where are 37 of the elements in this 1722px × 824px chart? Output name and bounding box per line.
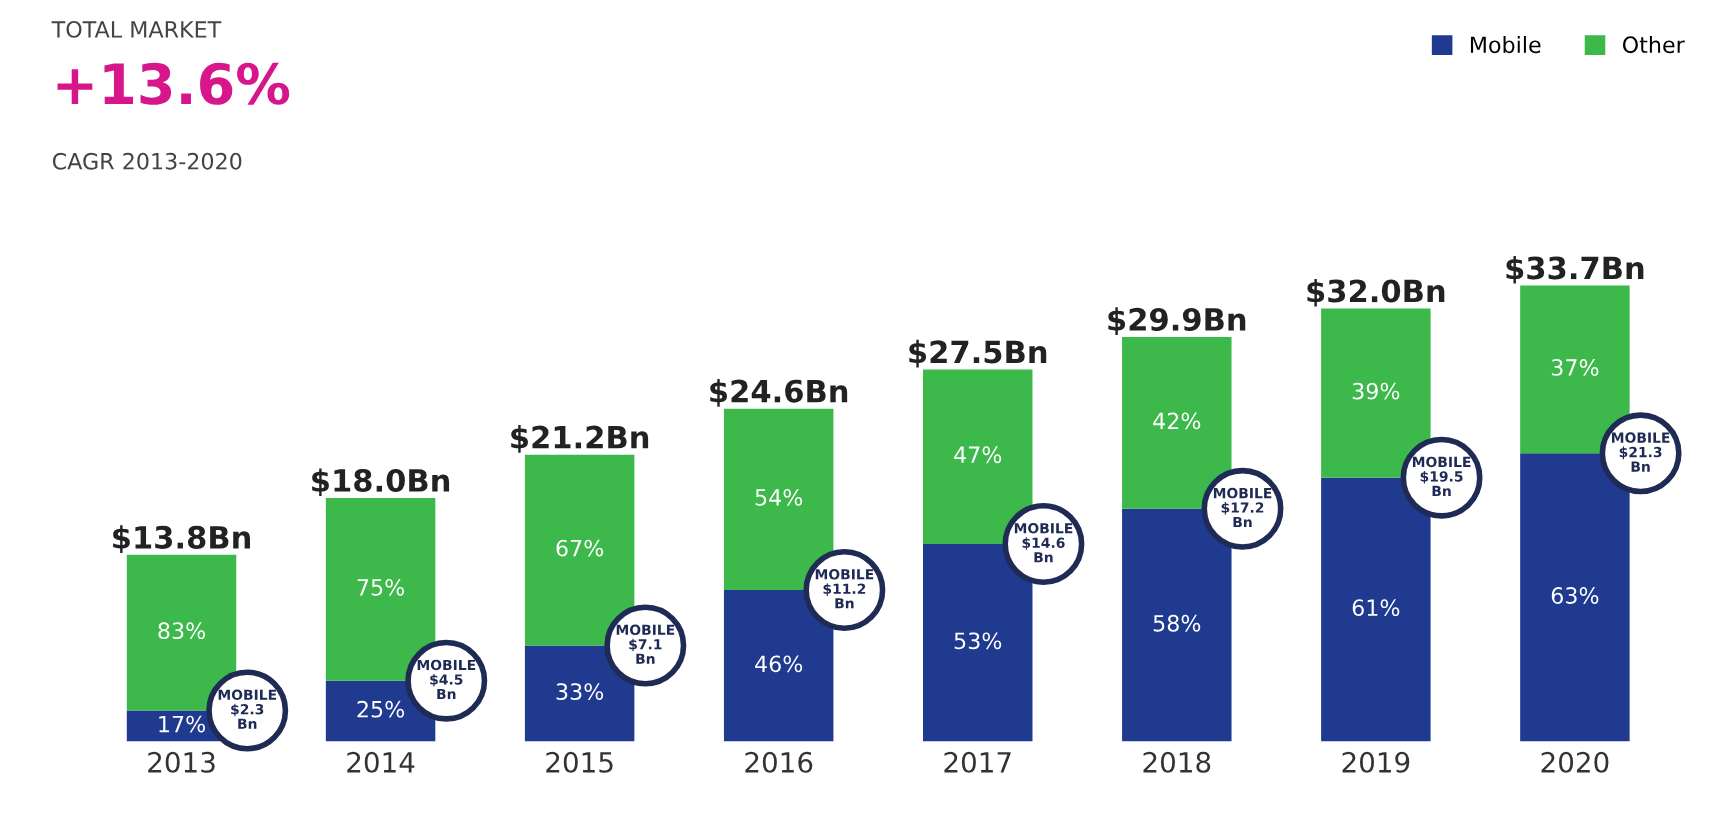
annotation: 39% (1352, 382, 1400, 400)
total-label: $18.0Bn (312, 468, 450, 497)
annotation: 54% (755, 488, 803, 506)
legend-label: Mobile (1470, 35, 1541, 54)
annotation: 25% (357, 700, 405, 718)
annotation: 58% (1153, 614, 1201, 632)
annotation: 61% (1352, 599, 1400, 617)
total-label: $27.5Bn (909, 339, 1047, 368)
total-label: $29.9Bn (1108, 307, 1246, 336)
x-tick-label: 2018 (1143, 751, 1211, 773)
total-label: $21.2Bn (511, 425, 649, 453)
annotation: 47% (954, 446, 1002, 464)
total-label: $32.0Bn (1307, 278, 1445, 307)
annotation: 63% (1551, 587, 1599, 604)
x-tick-label: 2013 (148, 751, 215, 773)
total-label: $24.6Bn (710, 379, 848, 407)
x-tick-label: 2017 (944, 751, 1011, 773)
text: TOTAL MARKET (51, 20, 222, 38)
x-tick-label: 2019 (1342, 751, 1410, 773)
annotation: 33% (556, 683, 604, 700)
annotation: 67% (556, 539, 604, 557)
annotation: 37% (1551, 359, 1599, 376)
total-label: $33.7Bn (1506, 255, 1644, 284)
x-tick-label: 2016 (745, 751, 813, 773)
x-tick-label: 2014 (347, 751, 415, 773)
annotation: 42% (1153, 412, 1201, 430)
annotation: 83% (158, 622, 206, 640)
annotation: 53% (954, 632, 1002, 650)
annotation: 46% (755, 655, 803, 673)
chart-subtitle: CAGR 2013-2020 (52, 152, 242, 170)
legend-label: Other (1622, 35, 1685, 54)
annotation: 75% (357, 578, 405, 596)
x-tick-label: 2015 (546, 751, 613, 773)
chart-title: +13.6% (57, 62, 290, 105)
annotation: 17% (159, 715, 206, 733)
x-tick-label: 2020 (1541, 751, 1609, 773)
total-label: $13.8Bn (113, 525, 250, 553)
